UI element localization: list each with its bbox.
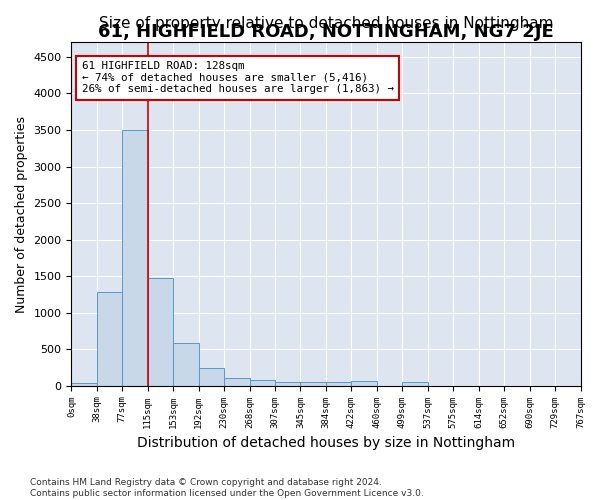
Bar [97, 292, 122, 386]
Text: Contains HM Land Registry data © Crown copyright and database right 2024.
Contai: Contains HM Land Registry data © Crown c… [30, 478, 424, 498]
Bar [224, 378, 250, 386]
Bar [352, 381, 377, 386]
Bar [301, 382, 326, 386]
X-axis label: Distribution of detached houses by size in Nottingham: Distribution of detached houses by size … [137, 436, 515, 450]
Bar [173, 344, 199, 386]
Bar [403, 382, 428, 386]
Bar [275, 382, 301, 386]
Text: 61 HIGHFIELD ROAD: 128sqm
← 74% of detached houses are smaller (5,416)
26% of se: 61 HIGHFIELD ROAD: 128sqm ← 74% of detac… [82, 61, 394, 94]
Bar [326, 382, 352, 386]
Bar [148, 278, 173, 386]
Bar [199, 368, 224, 386]
Bar [71, 383, 97, 386]
Y-axis label: Number of detached properties: Number of detached properties [15, 116, 28, 312]
Text: Size of property relative to detached houses in Nottingham: Size of property relative to detached ho… [99, 16, 553, 32]
Bar [250, 380, 275, 386]
Bar [122, 130, 148, 386]
Title: 61, HIGHFIELD ROAD, NOTTINGHAM, NG7 2JE: 61, HIGHFIELD ROAD, NOTTINGHAM, NG7 2JE [98, 23, 554, 41]
